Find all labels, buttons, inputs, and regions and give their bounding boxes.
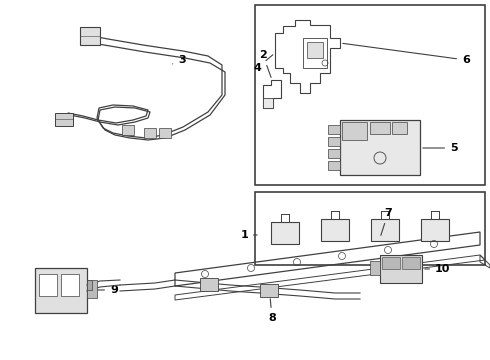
- Bar: [200, 278, 218, 291]
- Bar: [271, 222, 299, 244]
- Bar: [87, 280, 92, 290]
- Bar: [402, 257, 420, 269]
- Bar: [263, 98, 273, 108]
- Bar: [35, 268, 87, 313]
- Text: 4: 4: [253, 55, 273, 73]
- Bar: [328, 125, 340, 134]
- Text: 7: 7: [381, 208, 392, 235]
- Bar: [39, 274, 57, 296]
- Text: 3: 3: [172, 55, 186, 65]
- Bar: [159, 128, 171, 138]
- Bar: [55, 113, 73, 126]
- Text: 2: 2: [259, 50, 271, 77]
- Bar: [307, 42, 323, 58]
- Bar: [80, 27, 100, 45]
- Bar: [328, 137, 340, 146]
- Bar: [122, 125, 134, 135]
- Bar: [260, 284, 278, 297]
- Bar: [328, 149, 340, 158]
- Bar: [87, 280, 97, 298]
- Bar: [382, 257, 400, 269]
- Bar: [255, 5, 485, 185]
- Text: 5: 5: [423, 143, 458, 153]
- Bar: [370, 122, 390, 134]
- Bar: [144, 128, 156, 138]
- Bar: [340, 120, 420, 175]
- Text: 1: 1: [240, 230, 257, 240]
- Bar: [255, 192, 485, 265]
- Bar: [380, 255, 422, 283]
- Text: 8: 8: [268, 299, 276, 323]
- Text: 6: 6: [343, 43, 470, 65]
- Bar: [328, 161, 340, 170]
- Text: 10: 10: [425, 264, 450, 274]
- Bar: [392, 122, 407, 134]
- Bar: [370, 261, 380, 275]
- Text: 9: 9: [90, 285, 118, 295]
- Bar: [371, 219, 399, 241]
- Bar: [61, 274, 79, 296]
- Bar: [421, 219, 449, 241]
- Bar: [342, 122, 367, 140]
- Bar: [321, 219, 349, 241]
